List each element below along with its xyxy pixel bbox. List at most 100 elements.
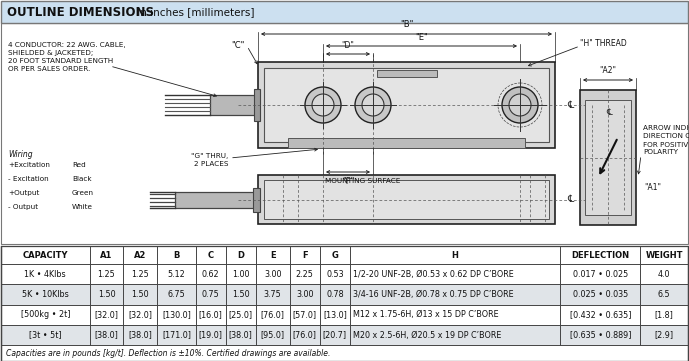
Text: [38.0]: [38.0] (94, 331, 119, 340)
Text: 4.0: 4.0 (658, 270, 670, 279)
Text: "F": "F" (342, 177, 354, 186)
Text: 6.75: 6.75 (167, 290, 185, 299)
Text: [13.0]: [13.0] (323, 310, 347, 319)
Text: [57.0]: [57.0] (293, 310, 317, 319)
Text: A1: A1 (101, 251, 113, 260)
Text: 1.50: 1.50 (232, 290, 249, 299)
Bar (175, 191, 258, 208)
Text: +Output: +Output (8, 190, 39, 196)
Bar (376, 70, 437, 77)
Text: 0.62: 0.62 (202, 270, 220, 279)
Text: [25.0]: [25.0] (229, 310, 253, 319)
Text: Capacities are in pounds [kg/t]. Deflection is ±10%. Certified drawings are avai: Capacities are in pounds [kg/t]. Deflect… (6, 349, 330, 358)
Text: Black: Black (72, 176, 92, 182)
Text: 5.12: 5.12 (167, 270, 185, 279)
Text: 1.00: 1.00 (232, 270, 249, 279)
Bar (1, 246, 688, 361)
Text: "H" THREAD: "H" THREAD (580, 39, 627, 48)
Text: [38.0]: [38.0] (229, 331, 253, 340)
Text: 1/2-20 UNF-2B, Ø0.53 x 0.62 DP C’BORE: 1/2-20 UNF-2B, Ø0.53 x 0.62 DP C’BORE (353, 270, 514, 279)
Text: 3.00: 3.00 (264, 270, 282, 279)
Text: [0.635 • 0.889]: [0.635 • 0.889] (570, 331, 631, 340)
Text: [19.0]: [19.0] (198, 331, 223, 340)
Text: "E": "E" (415, 33, 428, 42)
Text: 0.78: 0.78 (326, 290, 344, 299)
Text: [76.0]: [76.0] (293, 331, 317, 340)
Bar (1, 284, 688, 305)
Bar (1, 246, 688, 264)
Bar (1, 264, 688, 284)
Text: White: White (72, 204, 93, 210)
Text: A2: A2 (134, 251, 147, 260)
Text: CAPACITY: CAPACITY (23, 251, 68, 260)
Text: [38.0]: [38.0] (128, 331, 152, 340)
Bar (210, 95, 258, 115)
Text: [2.9]: [2.9] (655, 331, 674, 340)
Text: [16.0]: [16.0] (198, 310, 223, 319)
Text: B: B (173, 251, 180, 260)
Text: 3/4-16 UNF-2B, Ø0.78 x 0.75 DP C’BORE: 3/4-16 UNF-2B, Ø0.78 x 0.75 DP C’BORE (353, 290, 513, 299)
Text: in inches [millimeters]: in inches [millimeters] (134, 7, 254, 17)
Text: WEIGHT: WEIGHT (646, 251, 683, 260)
Text: "A1": "A1" (644, 183, 661, 192)
Bar (1, 325, 688, 345)
Text: ℄: ℄ (567, 195, 573, 204)
Bar (1, 23, 688, 244)
Text: C: C (207, 251, 214, 260)
Text: 6.5: 6.5 (658, 290, 670, 299)
Text: +Excitation: +Excitation (8, 162, 50, 168)
Text: [171.0]: [171.0] (162, 331, 191, 340)
Text: Wiring: Wiring (8, 150, 32, 159)
Bar (258, 62, 555, 148)
Text: [76.0]: [76.0] (260, 310, 285, 319)
Text: [500kg • 2t]: [500kg • 2t] (21, 310, 70, 319)
Text: 1K • 4Klbs: 1K • 4Klbs (25, 270, 66, 279)
Text: 0.75: 0.75 (202, 290, 220, 299)
Circle shape (355, 87, 391, 123)
Text: Green: Green (72, 190, 94, 196)
Circle shape (362, 94, 384, 116)
Text: [32.0]: [32.0] (94, 310, 119, 319)
Text: [0.432 • 0.635]: [0.432 • 0.635] (570, 310, 631, 319)
Text: 0.017 • 0.025: 0.017 • 0.025 (573, 270, 628, 279)
Text: 0.53: 0.53 (326, 270, 344, 279)
Text: E: E (270, 251, 276, 260)
Text: [95.0]: [95.0] (260, 331, 285, 340)
Text: G: G (331, 251, 338, 260)
Text: DEFLECTION: DEFLECTION (571, 251, 629, 260)
Text: ℄: ℄ (606, 108, 612, 117)
Text: 2.25: 2.25 (296, 270, 313, 279)
Circle shape (502, 87, 538, 123)
Text: F: F (302, 251, 307, 260)
Text: MOUNTING SURFACE: MOUNTING SURFACE (325, 178, 400, 184)
Text: "B": "B" (400, 20, 413, 29)
Text: "A2": "A2" (599, 66, 617, 75)
Text: 0.025 • 0.035: 0.025 • 0.035 (573, 290, 628, 299)
Bar (264, 180, 549, 219)
Circle shape (312, 94, 334, 116)
Text: 1.50: 1.50 (132, 290, 149, 299)
Text: D: D (237, 251, 245, 260)
Text: - Output: - Output (8, 204, 38, 210)
Bar (585, 100, 631, 215)
Text: 5K • 10Klbs: 5K • 10Klbs (22, 290, 69, 299)
Bar (1, 345, 688, 361)
Bar (264, 68, 549, 142)
Text: "G" THRU,
2 PLACES: "G" THRU, 2 PLACES (191, 153, 228, 167)
Text: M20 x 2.5-6H, Ø20.5 x 19 DP C’BORE: M20 x 2.5-6H, Ø20.5 x 19 DP C’BORE (353, 331, 502, 340)
Text: [3t • 5t]: [3t • 5t] (29, 331, 61, 340)
Bar (258, 175, 555, 224)
Text: [1.8]: [1.8] (655, 310, 674, 319)
Text: 3.75: 3.75 (264, 290, 282, 299)
Text: 1.25: 1.25 (98, 270, 115, 279)
Bar (1, 1, 688, 23)
Circle shape (305, 87, 341, 123)
Text: M12 x 1.75-6H, Ø13 x 15 DP C’BORE: M12 x 1.75-6H, Ø13 x 15 DP C’BORE (353, 310, 499, 319)
Text: [130.0]: [130.0] (162, 310, 191, 319)
Bar (254, 89, 260, 121)
Text: "C": "C" (232, 42, 245, 51)
Text: ARROW INDICATES
DIRECTION OF LOAD
FOR POSITIVE (+)
POLARITY: ARROW INDICATES DIRECTION OF LOAD FOR PO… (643, 125, 689, 156)
Bar (1, 305, 688, 325)
Bar (580, 90, 636, 225)
Text: OUTLINE DIMENSIONS: OUTLINE DIMENSIONS (7, 5, 154, 18)
